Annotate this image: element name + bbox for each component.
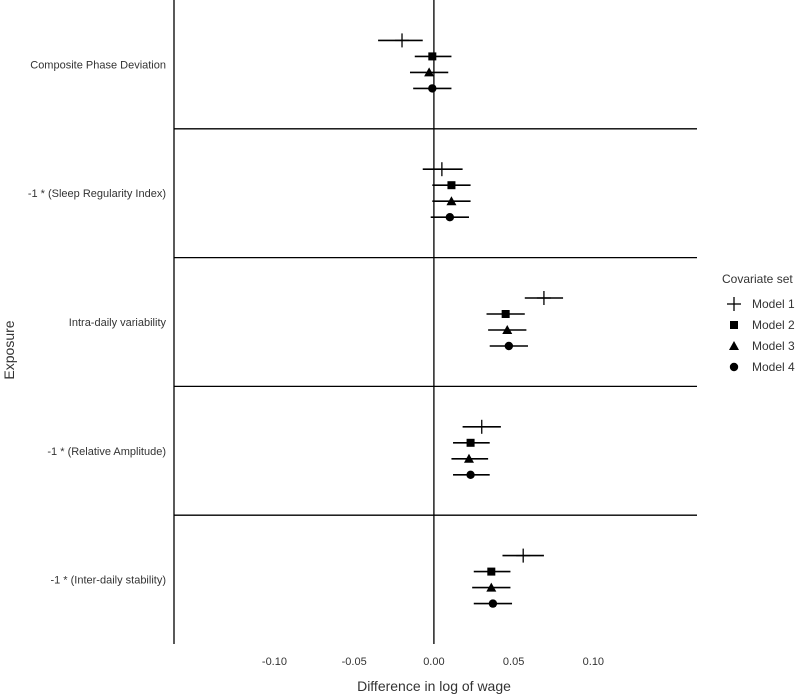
category-label: -1 * (Inter-daily stability) <box>50 575 166 587</box>
legend-label: Model 1 <box>752 297 795 311</box>
legend-label: Model 3 <box>752 339 795 353</box>
legend-key <box>730 321 738 329</box>
x-tick-label: 0.05 <box>503 656 524 668</box>
legend-key <box>727 297 741 311</box>
point-estimate <box>536 291 551 305</box>
point-estimate <box>466 438 475 447</box>
legend-key <box>729 341 739 350</box>
point-estimate <box>424 67 435 77</box>
point-estimate <box>501 310 510 318</box>
point-estimate <box>487 567 496 576</box>
point-estimate <box>466 470 475 479</box>
point-estimate <box>502 325 513 334</box>
point-estimate <box>395 33 410 48</box>
point-estimate <box>504 341 514 351</box>
x-tick-label: -0.05 <box>342 656 367 668</box>
legend-label: Model 4 <box>752 360 795 374</box>
point-estimate <box>446 196 457 206</box>
point-estimate <box>516 548 531 563</box>
point-estimate <box>428 52 437 61</box>
marks <box>378 33 564 608</box>
point-estimate <box>486 582 497 592</box>
category-label: -1 * (Sleep Regularity Index) <box>28 188 166 200</box>
point-estimate <box>445 213 455 222</box>
legend: Covariate set Model 1 Model 2 Model 3 Model… <box>722 272 795 374</box>
legend-title: Covariate set <box>722 272 793 286</box>
legend-key <box>729 362 739 372</box>
x-axis-title: Difference in log of wage <box>357 678 511 694</box>
point-estimate <box>447 181 456 190</box>
x-tick-label: 0.10 <box>583 656 604 668</box>
point-estimate <box>428 84 437 93</box>
x-tick-label: -0.10 <box>262 656 287 668</box>
axes: -0.10 -0.05 0.00 0.05 0.10 <box>173 0 604 668</box>
y-axis-title: Exposure <box>1 320 17 379</box>
x-tick-label: 0.00 <box>423 656 444 668</box>
category-label: Intra-daily variability <box>69 317 167 329</box>
category-label: Composite Phase Deviation <box>30 59 166 71</box>
category-label: -1 * (Relative Amplitude) <box>47 446 166 458</box>
point-estimate <box>488 599 498 608</box>
point-estimate <box>463 453 474 463</box>
legend-label: Model 2 <box>752 318 795 332</box>
point-estimate <box>434 162 449 177</box>
point-estimate <box>474 419 489 434</box>
panels: Composite Phase Deviation -1 * (Sleep Reg… <box>28 59 697 587</box>
